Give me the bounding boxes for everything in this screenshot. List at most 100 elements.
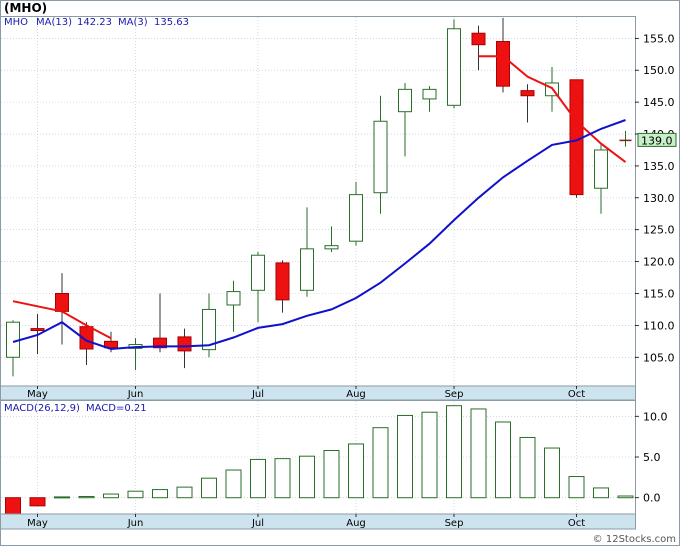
candle-up [251,252,265,323]
candle-down [520,84,535,123]
macd-bar [274,458,291,499]
candle-down [55,273,69,345]
macd-bar [103,493,119,499]
ma13-line [12,119,626,351]
price-y-tick-label: 105.0 [643,351,675,364]
candle-body [398,88,412,113]
ma3-line [12,300,112,340]
candle-down [79,322,94,365]
candle-up [398,82,412,157]
last-price-box: 139.0 [637,132,677,147]
legend-ma13-label: MA(13) [36,17,72,28]
macd-bar [593,487,609,499]
price-y-tick-label: 145.0 [643,96,675,109]
macd-bar [348,443,364,499]
legend-ma13-value: 142.23 [77,17,112,28]
x-tick-label: Sep [445,389,464,400]
x-tick-label: Aug [346,389,366,400]
macd-bar [446,405,462,499]
price-y-tick-label: 150.0 [643,64,675,77]
macd-bar [225,469,242,499]
x-tick-label: Jun [127,518,144,529]
macd-panel: 0.0 5.0 10.0 MACD(26,12,9) MACD=0.21 [0,400,668,516]
x-tick-label: Sep [445,518,464,529]
macd-bar [568,476,585,499]
candle-body [471,32,486,46]
macd-bar [201,477,217,499]
candle-down [153,293,167,353]
macd-bar [544,447,560,499]
macd-bar [617,495,634,499]
macd-bars [5,405,634,515]
candle-up [594,143,608,214]
macd-bar [421,411,438,499]
candle-body [55,293,69,312]
candle-up [447,19,461,109]
macd-bar [519,436,536,499]
price-y-tick-label: 120.0 [643,256,675,269]
price-y-tick-label: 155.0 [643,32,675,45]
macd-bar [127,490,144,499]
candle-body [226,291,241,306]
candle-down [177,328,192,369]
macd-legend-value: MACD=0.21 [86,403,147,414]
x-tick-label: Oct [568,518,585,529]
x-tick-label: Oct [568,389,585,400]
price-plot-area [0,16,636,400]
candle-body [447,28,461,106]
candle-body [30,328,45,332]
x-tick-label: May [27,389,48,400]
macd-bar [54,496,70,499]
price-y-tick-label: 115.0 [643,288,675,301]
macd-bar [250,458,266,499]
candle-up [6,320,20,377]
ma3-line [478,55,627,163]
candle-body [594,149,608,189]
x-tick-label: May [27,518,48,529]
macd-bar [495,421,511,499]
candle-body [202,308,216,351]
candle-body [275,262,290,301]
candle-body [520,90,535,97]
macd-bar [78,495,95,499]
macd-bar [372,427,389,499]
price-y-tick-label: 125.0 [643,224,675,237]
macd-y-tick-label: 5.0 [643,451,661,464]
macd-bar [176,486,193,499]
price-x-axis-band [0,385,636,401]
watermark: © 12Stocks.com [593,534,676,545]
macd-plot-area [0,400,636,516]
price-y-tick-label: 135.0 [643,160,675,173]
x-tick-label: Aug [346,518,366,529]
macd-bar [299,455,315,499]
candle-up [202,293,216,358]
macd-bar [470,408,487,499]
candle-body [496,41,510,87]
candle-body [324,245,339,250]
x-tick-label: Jul [251,518,264,529]
x-tick-label: Jun [127,389,144,400]
candle-up [619,130,632,147]
candle-body [177,336,192,352]
legend-ma3-label: MA(3) [118,17,148,28]
macd-y-axis: 0.0 5.0 10.0 [635,410,668,505]
x-tick-label: Jul [251,389,264,400]
macd-bar [397,414,413,499]
candle-body [153,337,167,349]
macd-bar [5,497,21,515]
candle-up [422,86,437,112]
candle-up [373,95,388,214]
price-x-axis: May Jun Jul Aug Sep Oct [27,386,585,400]
candle-down [471,25,486,71]
moving-averages [12,55,627,351]
legend-symbol: MHO [4,17,28,28]
candle-body [251,254,265,291]
legend-ma3-value: 135.63 [154,17,189,28]
candle-body [300,248,314,291]
last-price-label: 139.0 [641,134,673,147]
candle-up [324,226,339,253]
candle-body [422,88,437,100]
candle-up [349,181,363,246]
last-price-badge [637,132,677,147]
